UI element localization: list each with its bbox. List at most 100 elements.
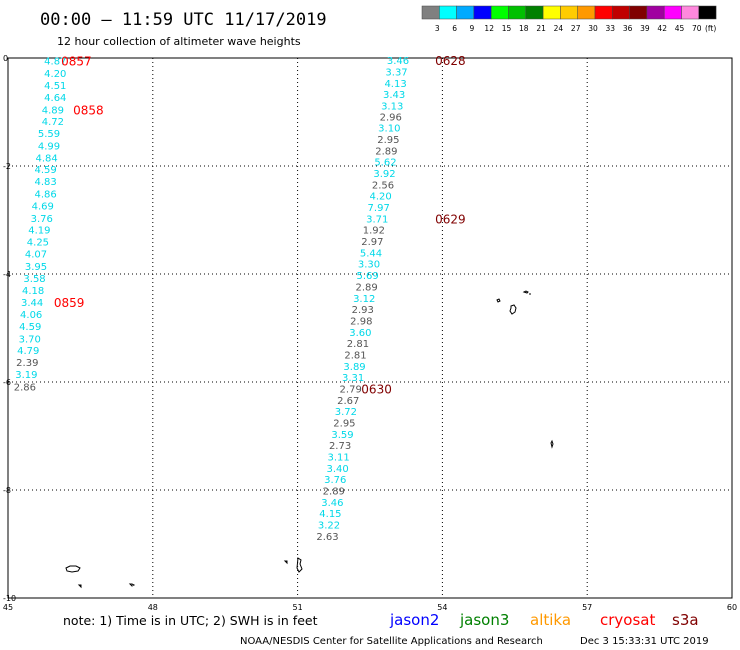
wave-height-value: 5.62: [374, 158, 396, 169]
track-west: 4.874.204.514.644.894.725.594.994.844.59…: [14, 57, 67, 394]
y-tick-label: -8: [3, 486, 11, 495]
island-landmasses: [65, 290, 554, 589]
wave-height-value: 3.11: [327, 453, 349, 464]
wave-height-value: 4.20: [369, 192, 391, 203]
wave-height-value: 2.79: [340, 384, 362, 395]
wave-height-value: 3.43: [383, 90, 405, 101]
island-coetivy: [550, 439, 554, 449]
wave-height-value: 3.10: [378, 124, 400, 135]
scale-swatch-17: [698, 5, 717, 20]
scale-label: 42: [657, 24, 667, 33]
scale-swatch-11: [594, 5, 613, 20]
wave-height-value: 2.63: [316, 532, 338, 543]
scale-swatch-14: [646, 5, 665, 20]
wave-height-value: 4.51: [44, 81, 66, 92]
wave-height-value: 5.44: [360, 248, 382, 259]
wave-height-value: 4.18: [22, 286, 44, 297]
x-tick-label: 48: [148, 603, 158, 612]
wave-height-value: 4.87: [44, 57, 66, 68]
wave-height-value: 2.86: [14, 382, 36, 393]
generated-timestamp: Dec 3 15:33:31 UTC 2019: [580, 636, 709, 647]
wave-height-value: 2.81: [344, 350, 366, 361]
scale-label: 9: [470, 24, 475, 33]
scale-swatch-13: [629, 5, 648, 20]
scale-swatch-3: [456, 5, 475, 20]
scale-swatch-16: [681, 5, 700, 20]
wave-height-value: 2.89: [355, 282, 377, 293]
scale-label: 3: [435, 24, 440, 33]
scale-swatch-12: [612, 5, 630, 20]
x-tick-label: 57: [582, 603, 592, 612]
wave-height-value: 1.92: [363, 226, 385, 237]
wave-height-value: 3.60: [349, 328, 371, 339]
wave-height-value: 3.12: [353, 294, 375, 305]
wave-height-value: 2.89: [323, 487, 345, 498]
scale-label: 33: [606, 24, 616, 33]
wave-height-value: 3.46: [321, 498, 343, 509]
x-tick-label: 51: [293, 603, 303, 612]
satellite-altika: altika: [530, 611, 571, 629]
wave-height-value: 2.73: [329, 441, 351, 452]
scale-swatch-8: [542, 5, 561, 20]
wave-height-value: 3.92: [373, 169, 395, 180]
wave-height-value: 3.30: [358, 260, 380, 271]
pass-time-labels: 0857 0858 0859 0628 0629 0630: [54, 54, 466, 396]
y-tick-label: -2: [3, 162, 11, 171]
y-tick-label: -10: [3, 594, 16, 603]
wave-height-value: 3.19: [15, 370, 37, 381]
wave-height-value: 2.95: [377, 135, 399, 146]
scale-label: 27: [571, 24, 581, 33]
credit-text: NOAA/NESDIS Center for Satellite Applica…: [240, 636, 543, 647]
pass-time-label: 0629: [435, 212, 466, 226]
wave-height-value: 3.46: [387, 56, 409, 67]
wave-height-value: 4.07: [25, 249, 47, 260]
wave-height-value: 7.97: [368, 203, 390, 214]
scale-swatch-10: [577, 5, 596, 20]
scale-label: 30: [588, 24, 598, 33]
wave-height-value: 3.31: [342, 373, 364, 384]
scale-swatch-6: [508, 5, 527, 20]
wave-height-value: 3.40: [327, 464, 349, 475]
wave-height-value: 3.44: [21, 298, 43, 309]
wave-height-value: 2.89: [375, 146, 397, 157]
wave-height-value: 3.70: [19, 334, 41, 345]
wave-height-value: 4.86: [35, 190, 57, 201]
wave-height-value: 3.22: [318, 521, 340, 532]
map-grid: [8, 58, 732, 598]
island-seychelles-main: [509, 304, 517, 315]
y-tick-label: -4: [3, 270, 11, 279]
altimeter-tracks: 4.874.204.514.644.894.725.594.994.844.59…: [14, 56, 409, 543]
scale-swatch-7: [525, 5, 544, 20]
scale-swatch-1: [421, 5, 440, 20]
x-tick-label: 45: [3, 603, 13, 612]
satellite-jason3: jason3: [459, 611, 509, 629]
wave-height-value: 3.89: [343, 362, 365, 373]
footer-note: note: 1) Time is in UTC; 2) SWH is in fe…: [63, 613, 318, 628]
wave-height-value: 2.98: [350, 316, 372, 327]
scale-label: 24: [554, 24, 564, 33]
pass-time-label: 0628: [435, 54, 466, 68]
wave-height-value: 5.69: [356, 271, 378, 282]
wave-height-value: 4.15: [319, 509, 341, 520]
wave-height-value: 2.93: [352, 305, 374, 316]
scale-label: 45: [675, 24, 685, 33]
wave-height-value: 3.58: [23, 274, 45, 285]
wave-height-value: 4.25: [27, 238, 49, 249]
satellite-legend: jason2 jason3 altika cryosat s3a: [389, 611, 699, 629]
scale-swatch-4: [473, 5, 492, 20]
scale-label: 15: [502, 24, 512, 33]
wave-height-value: 2.39: [16, 358, 38, 369]
scale-unit-label: (ft): [705, 24, 716, 33]
scale-label: 12: [484, 24, 494, 33]
scale-label: 36: [623, 24, 633, 33]
x-tick-label: 60: [727, 603, 737, 612]
scale-label: 18: [519, 24, 529, 33]
scale-label: 21: [536, 24, 546, 33]
track-east: 3.463.374.133.433.132.963.102.952.895.62…: [316, 56, 409, 543]
scale-label: 39: [640, 24, 650, 33]
wave-height-value: 2.95: [333, 419, 355, 430]
pass-time-label: 0858: [73, 103, 104, 117]
satellite-jason2: jason2: [389, 611, 439, 629]
wave-height-value: 4.59: [19, 322, 41, 333]
